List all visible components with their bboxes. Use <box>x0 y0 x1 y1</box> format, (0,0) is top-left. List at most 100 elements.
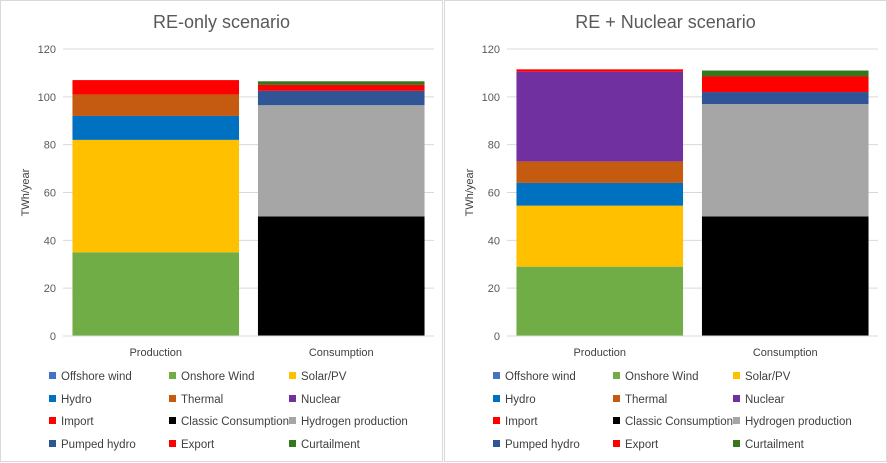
y-tick-label: 80 <box>488 140 500 152</box>
legend-label: Onshore Wind <box>181 371 255 383</box>
y-tick-label: 120 <box>482 44 500 56</box>
legend-label: Nuclear <box>745 393 785 406</box>
legend-swatch <box>493 394 500 402</box>
legend-item-offshore-wind: Offshore wind <box>49 369 132 385</box>
bar-segment-nuclear-production <box>516 71 684 162</box>
plot-area: 0 20 40 60 80 100 120 TWh/year Production Consump… <box>20 44 434 359</box>
legend-label: Onshore Wind <box>625 371 699 383</box>
y-tick-label: 0 <box>494 331 500 343</box>
legend-label: Classic Consumption <box>181 416 290 428</box>
legend-label: Hydrogen production <box>301 416 408 428</box>
bar-segment-import-production <box>72 80 240 95</box>
legend-item-export: Export <box>169 437 214 453</box>
bar-segment-onshore-wind-production <box>516 266 684 336</box>
legend-swatch <box>733 394 740 402</box>
legend-item-hydro: Hydro <box>493 392 536 408</box>
legend-label: Thermal <box>625 393 668 406</box>
legend-item-curtailment: Curtailment <box>733 437 804 453</box>
legend-label: Export <box>625 438 659 451</box>
bar-segment-curtailment-consumption <box>701 70 869 77</box>
y-tick-label: 100 <box>482 92 500 104</box>
x-category-label: Production <box>129 347 182 359</box>
legend-label: Hydro <box>61 393 92 406</box>
legend-label: Import <box>61 416 94 428</box>
legend-label: Pumped hydro <box>505 438 580 451</box>
y-tick-label: 60 <box>488 188 500 200</box>
bar-segment-thermal-production <box>516 161 684 183</box>
legend-swatch <box>733 372 740 380</box>
x-category-label: Consumption <box>309 347 374 359</box>
legend-swatch <box>169 417 176 425</box>
y-tick-label: 80 <box>44 140 56 152</box>
legend-item-hydrogen-production: Hydrogen production <box>733 414 852 430</box>
y-tick-label: 100 <box>38 92 56 104</box>
y-axis-label: TWh/year <box>464 168 476 216</box>
legend-swatch <box>613 372 620 380</box>
bar-segment-hydrogen-production-consumption <box>701 104 869 217</box>
legend-swatch <box>169 394 176 402</box>
legend-item-solar-pv: Solar/PV <box>289 369 346 385</box>
y-axis-label: TWh/year <box>20 168 32 216</box>
bar-segment-solar-pv-production <box>516 205 684 267</box>
legend-label: Offshore wind <box>61 371 132 383</box>
legend-swatch <box>613 417 620 425</box>
y-tick-label: 40 <box>488 235 500 247</box>
legend-item-onshore-wind: Onshore Wind <box>613 369 699 385</box>
bar-segment-hydrogen-production-consumption <box>257 105 425 217</box>
legend-swatch <box>49 372 56 380</box>
bar-segment-thermal-production <box>72 94 240 116</box>
y-tick-label: 20 <box>488 283 500 295</box>
legend-item-import: Import <box>493 414 538 430</box>
bar-segment-solar-pv-production <box>72 139 240 253</box>
chart-title: RE + Nuclear scenario <box>575 12 756 32</box>
bar-segment-import-production <box>516 69 684 72</box>
legend-swatch <box>49 394 56 402</box>
legend-label: Hydrogen production <box>745 416 852 428</box>
y-tick-label: 120 <box>38 44 56 56</box>
legend-item-hydro: Hydro <box>49 392 92 408</box>
bar-segment-export-consumption <box>257 84 425 91</box>
legend-swatch <box>289 417 296 425</box>
bar-segment-classic-consumption-consumption <box>257 216 425 336</box>
legend-swatch <box>493 439 500 447</box>
legend-item-hydrogen-production: Hydrogen production <box>289 414 408 430</box>
legend-label: Export <box>181 438 215 451</box>
legend-label: Nuclear <box>301 393 341 406</box>
legend-item-export: Export <box>613 437 658 453</box>
bar-segment-curtailment-consumption <box>257 81 425 85</box>
legend-swatch <box>493 372 500 380</box>
legend-swatch <box>49 417 56 425</box>
y-tick-label: 60 <box>44 188 56 200</box>
legend-swatch <box>289 394 296 402</box>
legend-item-import: Import <box>49 414 94 430</box>
y-tick-label: 20 <box>44 283 56 295</box>
legend-swatch <box>613 439 620 447</box>
bar-segment-onshore-wind-production <box>72 252 240 336</box>
legend-label: Thermal <box>181 393 224 406</box>
legend-item-pumped-hydro: Pumped hydro <box>493 437 580 453</box>
legend-item-classic-consumption: Classic Consumption <box>169 414 289 430</box>
plot-area: 0 20 40 60 80 100 120 TWh/year Production Consump… <box>464 44 878 359</box>
legend-label: Curtailment <box>745 438 804 451</box>
chart-panel-re-only: RE-only scenario 0 20 40 60 80 100 120 TWh/year… <box>0 0 443 462</box>
legend-swatch <box>733 439 740 447</box>
legend-swatch <box>49 439 56 447</box>
legend-label: Pumped hydro <box>61 438 136 451</box>
legend-item-solar-pv: Solar/PV <box>733 369 790 385</box>
legend-item-thermal: Thermal <box>169 392 223 408</box>
legend-label: Solar/PV <box>745 371 791 383</box>
bar-segment-hydro-production <box>516 182 684 206</box>
chart-title: RE-only scenario <box>152 12 291 32</box>
x-category-label: Production <box>573 347 626 359</box>
legend-swatch <box>733 417 740 425</box>
legend-swatch <box>613 394 620 402</box>
y-tick-label: 40 <box>44 235 56 247</box>
legend-label: Offshore wind <box>505 371 576 383</box>
bar-segment-pumped-hydro-consumption <box>257 90 425 106</box>
legend-item-curtailment: Curtailment <box>289 437 360 453</box>
legend-item-pumped-hydro: Pumped hydro <box>49 437 136 453</box>
legend-swatch <box>169 372 176 380</box>
legend: Offshore wind Hydro Import Pumped hydro Onsh… <box>445 369 887 459</box>
legend: Offshore wind Hydro Import Pumped hydro Onsh… <box>1 369 444 459</box>
y-tick-label: 0 <box>50 331 56 343</box>
